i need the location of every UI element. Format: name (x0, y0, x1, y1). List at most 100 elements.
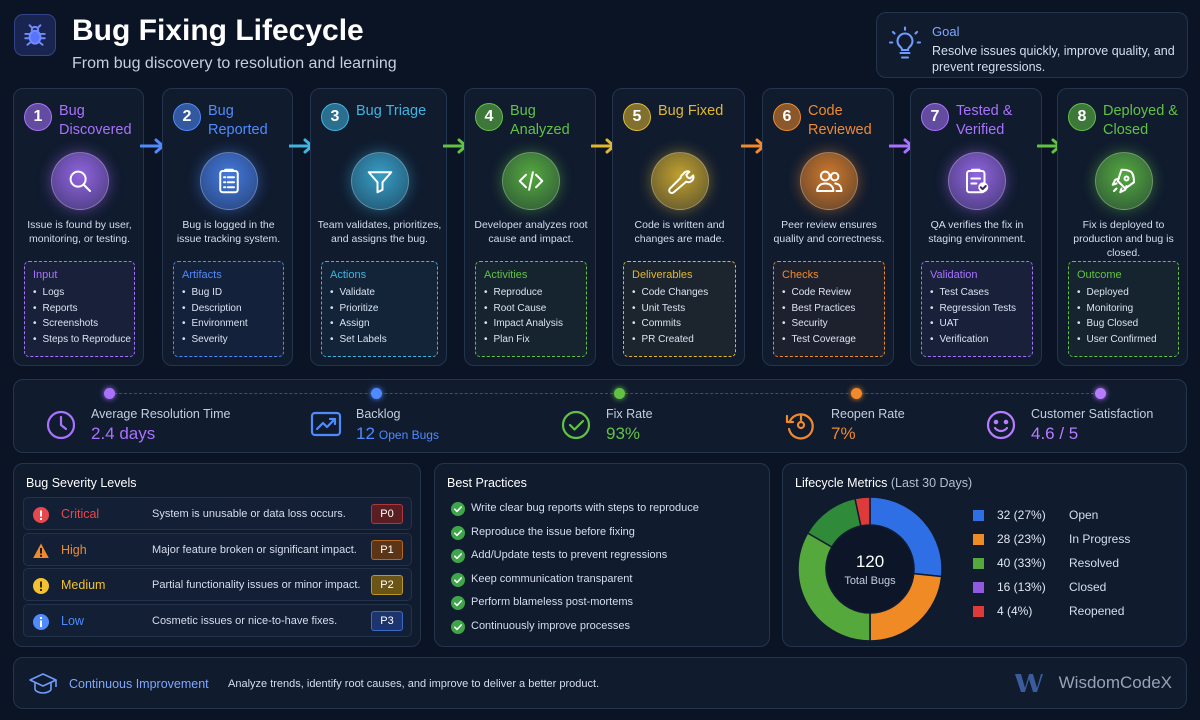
stage-box-item: Code Review (782, 285, 884, 301)
graduation-cap-icon (29, 673, 57, 694)
stage-box-item: Validate (330, 285, 437, 301)
stage-box-item: Unit Tests (632, 301, 735, 317)
stage-box-item: Verification (930, 332, 1032, 348)
stage-box-title: Input (33, 269, 58, 281)
stage-box-item: Code Changes (632, 285, 735, 301)
stage-number: 1 (24, 103, 52, 131)
kpi-strip: Average Resolution Time 2.4 days Backlog 12… (13, 379, 1187, 453)
timeline-line (109, 393, 1099, 394)
kpi-value: 7% (831, 424, 856, 443)
kpi-value-row: 7% (831, 424, 856, 444)
stage-box-title: Checks (782, 269, 819, 281)
stage-box-item: Commits (632, 316, 735, 332)
search-icon (50, 152, 109, 210)
kpi-value-row: 2.4 days (91, 424, 155, 444)
severity-name: Medium (61, 578, 106, 592)
severity-panel: Bug Severity Levels Critical System is un… (13, 463, 421, 647)
legend-swatch (973, 510, 984, 521)
stage-title: Tested & Verified (956, 103, 1013, 138)
stage-description: QA verifies the fix in staging environme… (928, 219, 1026, 245)
best-practice-text: Perform blameless post-mortems (471, 596, 633, 609)
stage-box-item: Root Cause (484, 301, 586, 317)
bug-icon (24, 24, 46, 46)
stage-box-item: Prioritize (330, 301, 437, 317)
check-circle-icon (451, 525, 465, 540)
check-circle-icon (451, 572, 465, 587)
kpi-value-row: 12 Open Bugs (356, 424, 439, 444)
lifecycle-metrics-subtitle: (Last 30 Days) (890, 476, 973, 490)
stage-box-title: Validation (930, 269, 978, 281)
app-logo (14, 14, 56, 56)
brand-name: WisdomCodeX (1058, 673, 1172, 692)
brand-logo-icon (1015, 674, 1043, 692)
severity-row-high: High Major feature broken or significant … (23, 532, 412, 566)
kpi-label: Average Resolution Time (91, 407, 231, 421)
legend-value: 28 (23%) (997, 532, 1046, 546)
stage-card-6: 6 Code Reviewed Peer review ensures qualit… (762, 88, 894, 366)
stage-card-4: 4 Bug Analyzed Developer analyzes root cau… (464, 88, 596, 366)
kpi-value-row: 93% (606, 424, 640, 444)
legend-swatch (973, 582, 984, 593)
severity-row-critical: Critical System is unusable or data loss … (23, 497, 412, 530)
stage-box-title: Deliverables (632, 269, 693, 281)
stage-box-item: Monitoring (1077, 301, 1178, 317)
stage-box-item: Plan Fix (484, 332, 586, 348)
stage-box-item: UAT (930, 316, 1032, 332)
wrench-icon (650, 152, 709, 210)
timeline-dot (614, 388, 625, 399)
footer-bar: Continuous Improvement Analyze trends, i… (13, 657, 1187, 709)
stage-title: Bug Fixed (658, 103, 724, 119)
stage-number: 8 (1068, 103, 1096, 131)
priority-badge: P3 (371, 610, 403, 631)
legend-value: 40 (33%) (997, 556, 1046, 570)
legend-swatch (973, 606, 984, 617)
code-icon (502, 152, 560, 210)
severity-name: Low (61, 613, 84, 628)
severity-name: Critical (61, 507, 100, 521)
stage-number: 5 (623, 103, 651, 131)
stage-details-box: Actions ValidatePrioritizeAssignSet Label… (321, 261, 438, 357)
stage-details-box: Outcome DeployedMonitoringBug ClosedUser … (1068, 261, 1179, 357)
best-practice-text: Continuously improve processes (471, 620, 630, 632)
goal-card: Goal Resolve issues quickly, improve qua… (876, 12, 1188, 78)
legend-label: Reopened (1069, 604, 1125, 618)
check-circle-icon (451, 549, 465, 564)
stage-title: Code Reviewed (808, 103, 872, 138)
stage-number: 2 (173, 103, 201, 131)
stage-description: Bug is logged in the issue tracking syst… (176, 219, 281, 245)
legend-label: Closed (1069, 580, 1107, 594)
goal-text: Resolve issues quickly, improve quality,… (932, 44, 1175, 74)
stage-box-item: Best Practices (782, 301, 884, 317)
legend-value: 4 (4%) (997, 604, 1033, 618)
stage-box-item: Test Cases (930, 285, 1032, 301)
donut-total-value: 120 (856, 552, 884, 571)
stage-box-item: Severity (182, 332, 283, 348)
kpi-value: 93% (606, 424, 641, 443)
legend-swatch (973, 534, 984, 545)
stage-box-item: Reports (33, 301, 134, 317)
stage-card-2: 2 Bug Reported Bug is logged in the issue … (162, 88, 293, 366)
stage-description: Fix is deployed to production and bug is… (1073, 219, 1174, 259)
kpi-unit: Open Bugs (378, 428, 439, 442)
stage-box-item: Steps to Reproduce (33, 332, 134, 348)
kpi-value-row: 4.6 / 5 (1031, 424, 1078, 444)
severity-row-medium: Medium Partial functionality issues or mi… (23, 568, 412, 601)
stage-box-item: PR Created (632, 332, 735, 348)
priority-badge: P1 (371, 539, 403, 560)
stage-title: Bug Reported (208, 103, 268, 138)
stage-card-1: 1 Bug Discovered Issue is found by user, m… (13, 88, 144, 366)
stage-box-item: Test Coverage (782, 332, 884, 348)
stage-box-item: User Confirmed (1077, 332, 1178, 348)
best-practice-text: Add/Update tests to prevent regressions (471, 549, 668, 562)
legend-value: 16 (13%) (997, 580, 1046, 594)
donut-slice-resolved (797, 531, 871, 641)
stage-number: 7 (921, 103, 949, 131)
stage-title: Bug Triage (356, 103, 427, 119)
footer-text: Analyze trends, identify root causes, an… (228, 678, 600, 690)
donut-total-label: Total Bugs (844, 575, 896, 587)
exclamation-circle-icon (33, 578, 49, 594)
severity-row-low: Low Cosmetic issues or nice-to-have fixes… (23, 603, 412, 637)
stage-title: Bug Analyzed (510, 103, 570, 138)
severity-name: High (61, 542, 87, 557)
stage-box-item: Security (782, 316, 884, 332)
